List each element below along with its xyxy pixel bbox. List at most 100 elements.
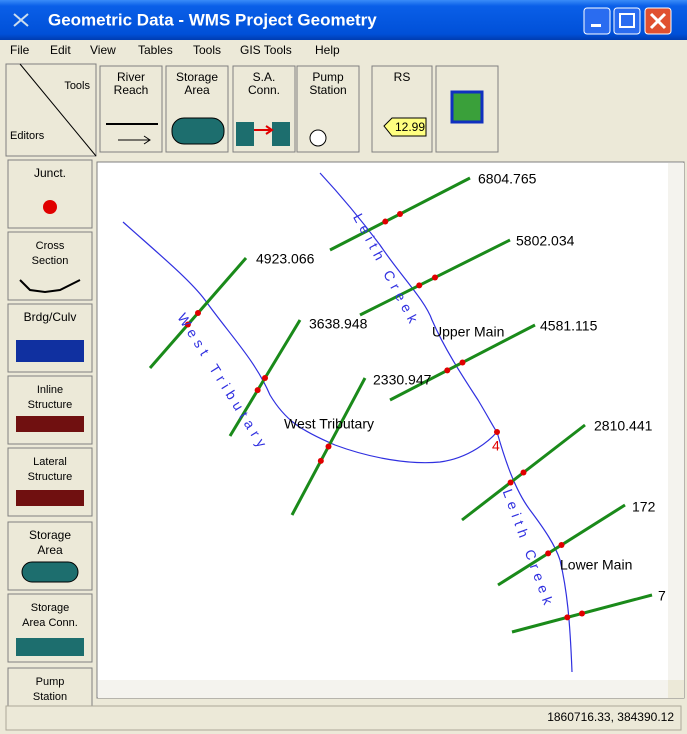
map-canvas[interactable]: [96, 161, 685, 699]
toolbar-button-label: Conn.: [248, 83, 280, 97]
cross-section-label: 2330.947: [373, 372, 432, 388]
palette-label: Lateral: [33, 456, 67, 468]
bridge-icon: [16, 340, 84, 362]
palette-button[interactable]: [7, 375, 93, 445]
cross-section-label: 7: [658, 588, 666, 604]
toolbar-button-label: Reach: [114, 83, 149, 97]
bank-point: [579, 610, 585, 617]
editors-label: Editors: [10, 130, 45, 142]
cross-section-label: 172: [632, 499, 656, 515]
river-line: [319, 172, 573, 673]
storage-icon: [21, 561, 79, 583]
toolbar-button[interactable]: [99, 65, 163, 153]
bank-point: [195, 310, 201, 316]
palette-label: Junct.: [34, 166, 66, 180]
menu-item[interactable]: Help: [315, 43, 340, 57]
palette-label: Brdg/Culv: [24, 310, 77, 324]
menu-item[interactable]: GIS Tools: [240, 43, 292, 57]
menu-item[interactable]: Tools: [193, 43, 221, 57]
palette-label: Cross: [36, 240, 65, 252]
cross-section-label: 4581.115: [540, 318, 598, 334]
toolbar-button-label: Storage: [176, 70, 218, 84]
bank-point: [382, 218, 389, 225]
bank-point: [545, 550, 552, 557]
storage-icon: [171, 117, 225, 145]
palette-button[interactable]: [7, 159, 93, 229]
cross-section-label: 5802.034: [516, 233, 575, 249]
river-network: [122, 172, 573, 673]
bank-point: [444, 367, 451, 374]
rs-tag: [383, 117, 427, 137]
bank-point: [254, 387, 261, 394]
close-glyph: [649, 12, 667, 30]
palette-label: Area: [37, 543, 63, 557]
bank-point: [397, 211, 403, 217]
bank-point: [416, 282, 423, 289]
menu-bar: File Edit View Tables Tools GIS Tools Help: [10, 43, 340, 57]
palette-label: Structure: [28, 399, 73, 411]
conn-icon-right: [272, 122, 290, 146]
bank-point: [507, 479, 514, 486]
reach-label: Upper Main: [432, 324, 504, 340]
editor-palette: Junct. Cross Section Brdg/Culv Inline Structu…: [7, 159, 93, 707]
editors-divider: [19, 63, 97, 157]
cross-section-label: 4923.066: [256, 251, 315, 267]
window-buttons: [583, 7, 672, 35]
bank-point: [520, 469, 527, 476]
minimize-glyph: [591, 24, 601, 27]
reach-arrow: [118, 135, 151, 145]
palette-label: Storage: [31, 602, 70, 614]
reach-label: Lower Main: [560, 557, 632, 573]
toolbar-button-label: RS: [394, 70, 411, 84]
minimize-button[interactable]: [583, 7, 611, 35]
river-line: [122, 221, 498, 464]
inline-icon: [16, 416, 84, 432]
menu-item[interactable]: File: [10, 43, 30, 57]
menu-item[interactable]: View: [90, 43, 116, 57]
cross-section-label: 6804.765: [478, 171, 537, 187]
toolbar-button-label: River: [117, 70, 145, 84]
status-coordinates: 1860716.33, 384390.12: [547, 710, 674, 724]
maximize-button[interactable]: [613, 7, 641, 35]
bank-point: [184, 321, 191, 328]
palette-button[interactable]: [7, 667, 93, 707]
xs-icon: [19, 279, 81, 294]
title-bar: [0, 0, 687, 40]
editors-box: [5, 63, 97, 157]
bank-point: [432, 274, 438, 281]
palette-label: Pump: [36, 676, 65, 688]
bank-point: [459, 359, 466, 366]
menu-item[interactable]: Edit: [50, 43, 71, 57]
pump-icon: [309, 129, 327, 147]
gis-icon: [450, 90, 484, 124]
conn-icon-left: [236, 122, 254, 146]
scroll-corner: [668, 680, 684, 698]
toolbar-button[interactable]: [371, 65, 433, 153]
menu-item[interactable]: Tables: [138, 43, 173, 57]
window-title: Geometric Data - WMS Project Geometry: [48, 10, 377, 29]
palette-label: Station: [33, 691, 67, 703]
palette-label: Structure: [28, 471, 73, 483]
bank-point: [325, 443, 332, 450]
junction-icon: [43, 200, 57, 214]
toolbar-button-label: Area: [184, 83, 210, 97]
cross-sections: 6804.765 5802.034 4923.066 3638.948 4581.115…: [148, 171, 666, 634]
palette-button[interactable]: [7, 231, 93, 301]
maximize-glyph: [619, 13, 635, 28]
horizontal-scrollbar[interactable]: [98, 680, 668, 698]
junction-label: 4: [492, 438, 500, 454]
tools-label: Tools: [64, 80, 90, 92]
status-bar: [5, 705, 682, 731]
vertical-scrollbar[interactable]: [668, 163, 684, 680]
toolbar-button-label: Pump: [312, 70, 344, 84]
bank-point: [317, 457, 324, 464]
toolbar-button-label: S.A.: [253, 70, 276, 84]
rs-value: 12.99: [395, 120, 425, 134]
bank-point: [262, 375, 268, 381]
toolbar-button[interactable]: [296, 65, 360, 153]
cross-section-label: 2810.441: [594, 418, 653, 434]
lateral-icon: [16, 490, 84, 506]
